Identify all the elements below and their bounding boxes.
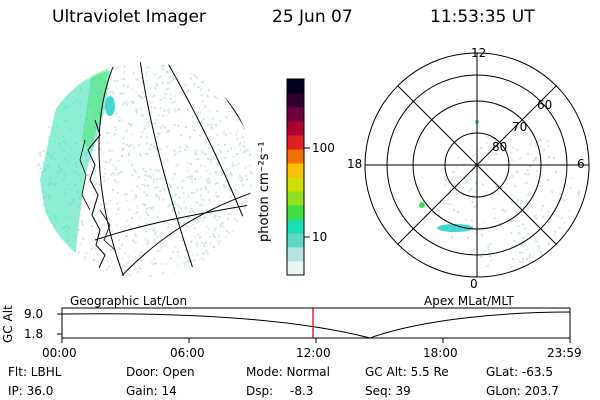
time-tick-0600: 06:00 [170,346,205,360]
altitude-tick-1: 1.8 [24,327,44,341]
altitude-curve [61,311,571,339]
colorbar-tick-10: 10 [312,230,328,244]
bright-spot [105,96,115,116]
lat-label-60: 60 [537,98,553,112]
colorbar [286,78,310,276]
filter-info: Flt: LBHL [8,365,62,379]
mlt-label-12: 12 [471,46,487,60]
seq-info: Seq: 39 [365,384,411,398]
colorbar-tick-100: 100 [312,141,335,155]
altitude-axis-label: GC Alt [1,305,15,343]
dsp-value: -8.3 [290,384,314,398]
door-info: Door: Open [126,365,195,379]
time-tick-0000: 00:00 [42,346,77,360]
geographic-panel-label: Geographic Lat/Lon [70,294,188,308]
time-label: 11:53:35 UT [430,7,535,27]
dsp-label: Dsp: [246,384,274,398]
gain-info: Gain: 14 [126,384,177,398]
time-tick-2359: 23:59 [547,346,582,360]
aurora-band [40,70,110,270]
gc-alt-info: GC Alt: 5.5 Re [365,365,449,379]
altitude-tick-9: 9.0 [24,307,44,321]
colorbar-unit-label: photon cm⁻²s⁻¹ [257,141,272,242]
altitude-plot [57,307,571,343]
polar-aurora-spot [437,224,473,232]
mlt-label-18: 18 [347,157,363,171]
mlt-label-6: 6 [577,157,585,171]
mlt-label-0: 0 [470,277,478,291]
lat-label-70: 70 [512,120,528,134]
date-label: 25 Jun 07 [272,7,353,27]
glat-info: GLat: -63.5 [486,365,553,379]
apex-panel-label: Apex MLat/MLT [424,294,514,308]
glon-info: GLon: 203.7 [486,384,559,398]
mode-info: Mode: Normal [246,365,330,379]
time-tick-1200: 12:00 [296,346,331,360]
instrument-title: Ultraviolet Imager [52,7,206,27]
geographic-image [37,62,253,278]
time-tick-1800: 18:00 [423,346,458,360]
polar-plot [364,52,590,278]
coastline [87,119,111,278]
aurora-peak [82,62,110,150]
ip-info: IP: 36.0 [8,384,54,398]
lat-label-80: 80 [492,140,508,154]
